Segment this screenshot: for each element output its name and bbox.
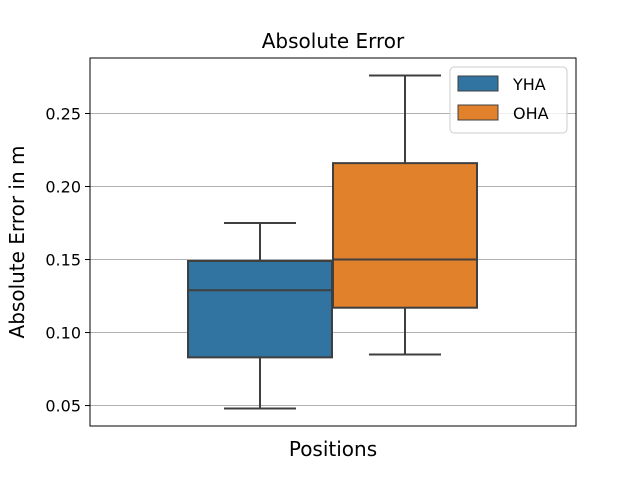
legend-label: OHA [513,104,549,123]
legend-swatch [457,104,499,121]
y-tick-label: 0.05 [45,397,81,416]
y-axis-ticks: 0.05 0.10 0.15 0.20 0.25 [45,104,90,416]
chart-title: Absolute Error [262,29,405,53]
y-axis-label: Absolute Error in m [5,146,29,339]
legend-label: YHA [512,75,546,94]
y-tick-label: 0.25 [45,104,81,123]
box-series [187,74,478,410]
box-body [332,162,478,309]
legend-swatch [457,75,499,92]
plot-frame [89,57,577,427]
box-body [187,259,333,359]
x-axis-label: Positions [289,437,377,461]
legend: YHA OHA [449,66,568,134]
y-tick-label: 0.10 [45,324,81,343]
y-tick-label: 0.15 [45,251,81,270]
y-tick-label: 0.20 [45,178,81,197]
box-oha [332,74,478,356]
box-yha [187,222,333,410]
